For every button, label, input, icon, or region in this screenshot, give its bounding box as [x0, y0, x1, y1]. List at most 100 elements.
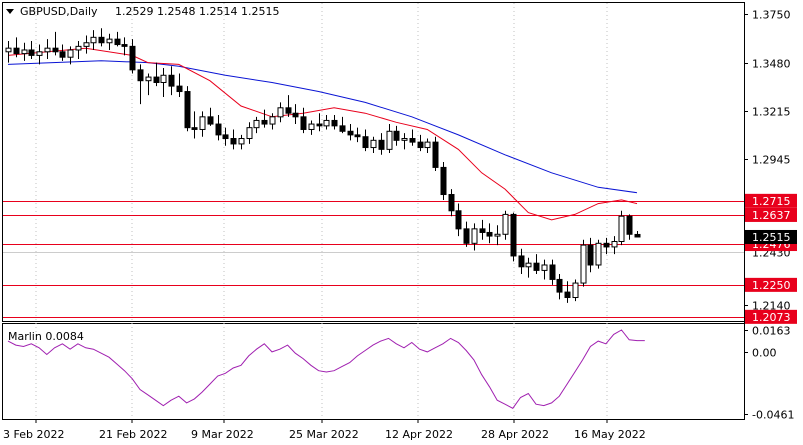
candle	[541, 259, 548, 280]
candle-body-down	[114, 38, 121, 46]
candle	[479, 219, 486, 240]
candle-body-down	[510, 213, 517, 257]
candle	[129, 39, 136, 74]
candle	[564, 281, 571, 303]
candle	[145, 73, 152, 96]
candle	[409, 129, 416, 146]
candle	[347, 124, 354, 141]
candle-body-up	[67, 49, 74, 58]
candle-body-down	[556, 278, 563, 293]
candle-body-down	[378, 139, 385, 150]
candle-body-down	[440, 166, 447, 196]
candle-body-down	[137, 69, 144, 82]
candle-body-down	[153, 76, 160, 83]
candle	[246, 122, 253, 144]
candle-body-down	[98, 36, 105, 44]
moving-averages	[7, 47, 638, 221]
candle-body-down	[59, 51, 66, 58]
grid-lines	[35, 3, 608, 419]
candle-body-down	[129, 45, 136, 71]
candle-body-down	[331, 119, 338, 127]
candle	[261, 109, 268, 128]
candle	[494, 225, 501, 246]
candle-body-down	[300, 116, 307, 130]
level-label-box	[745, 207, 797, 222]
candle	[5, 40, 12, 63]
candle	[253, 116, 260, 134]
candle-body-up	[595, 242, 602, 266]
candle	[21, 42, 28, 61]
candle	[424, 138, 431, 153]
candle	[634, 231, 641, 238]
candle-body-down	[432, 141, 439, 168]
candle	[362, 129, 369, 152]
time-tick-label: 25 Mar 2022	[289, 428, 359, 441]
candle	[595, 239, 602, 269]
candle-body-up	[541, 264, 548, 271]
candle	[207, 107, 214, 126]
candle	[401, 133, 408, 150]
candle-body-up	[106, 38, 113, 44]
candle	[176, 73, 183, 97]
candle	[626, 214, 633, 240]
candle-body-up	[21, 49, 28, 55]
candle	[285, 95, 292, 117]
candle-body-down	[285, 107, 292, 114]
candle-body-up	[44, 47, 51, 53]
candle	[339, 116, 346, 134]
candle-body-down	[354, 134, 361, 138]
time-tick-label: 12 Apr 2022	[385, 428, 453, 441]
dropdown-arrow-icon[interactable]	[6, 9, 14, 14]
candle	[277, 102, 284, 123]
candle-body-up	[308, 123, 315, 130]
candle-body-down	[409, 138, 416, 143]
candle	[98, 28, 105, 47]
candle	[90, 30, 97, 50]
candle	[83, 35, 90, 54]
oscillator-line	[7, 329, 645, 409]
candle	[52, 31, 59, 56]
candle-body-down	[316, 123, 323, 127]
candle-body-down	[455, 210, 462, 230]
candle	[222, 127, 229, 146]
time-tick-label: 21 Feb 2022	[99, 428, 167, 441]
candle	[549, 259, 556, 285]
candle-body-up	[370, 139, 377, 149]
candle-body-up	[199, 116, 206, 130]
candle	[417, 134, 424, 152]
candle-body-up	[572, 282, 579, 299]
candle-body-up	[471, 228, 478, 244]
candle	[331, 115, 338, 130]
candle	[463, 221, 470, 247]
candle-body-up	[145, 76, 152, 82]
candle	[432, 136, 439, 172]
level-label-box	[745, 309, 797, 324]
candle-body-down	[479, 228, 486, 233]
candle-body-down	[184, 91, 191, 129]
candle-body-down	[603, 242, 610, 248]
price-panel-frame	[2, 2, 745, 322]
candle-body-down	[13, 47, 20, 55]
candle	[191, 111, 198, 139]
candle-body-down	[168, 74, 175, 87]
candle	[603, 237, 610, 255]
candle	[393, 125, 400, 146]
oscillator: 0.0163 0.00 -0.0461	[7, 325, 794, 422]
candle	[580, 239, 587, 287]
candle-body-up	[269, 116, 276, 125]
candle	[59, 44, 66, 61]
candle	[378, 133, 385, 155]
candle	[238, 134, 245, 150]
candle-body-down	[191, 127, 198, 130]
candle-body-up	[277, 107, 284, 118]
candle	[160, 68, 167, 97]
price-tick-label: 1.2945	[752, 154, 791, 167]
candle-body-down	[52, 47, 59, 53]
candle	[28, 40, 35, 60]
candle	[300, 107, 307, 134]
candle-body-down	[292, 112, 299, 118]
candle	[230, 129, 237, 150]
level-label: 1.2637	[752, 209, 791, 222]
candle	[184, 86, 191, 132]
